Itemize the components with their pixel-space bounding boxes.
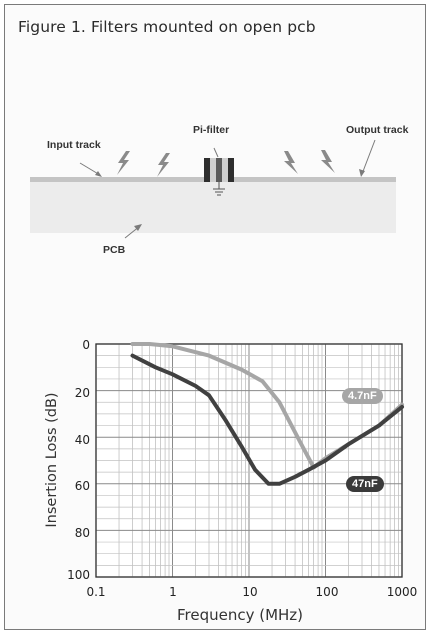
x-axis-title: Frequency (MHz) [176,606,304,624]
y-tick-label: 80 [74,526,90,540]
input-track-arrowhead [95,171,102,177]
input-track-label: Input track [47,139,101,151]
y-tick-label: 100 [67,568,90,582]
x-tick-label: 10 [242,585,258,599]
output-track-arrow [361,139,376,175]
pi-filter-label: Pi-filter [193,124,230,136]
zap-icon [284,151,298,174]
pcb-board [30,181,396,233]
y-axis-title: Insertion Loss (dB) [44,392,60,528]
y-tick-label: 60 [74,479,90,493]
pcb-label: PCB [103,244,126,256]
pcb-diagram [30,139,396,239]
x-tick-label: 1000 [386,585,418,599]
output-track-arrowhead [359,169,365,177]
legend-badge-47nf: 47nF [346,476,384,492]
y-tick-label: 40 [74,433,90,447]
y-tick-label: 20 [74,386,90,400]
zap-icon [321,150,335,173]
zap-icon [117,151,130,175]
y-tick-label: 0 [82,338,90,352]
pi-filter-component [204,158,234,196]
series-line-47nf [130,353,404,486]
figure-title: Figure 1. Filters mounted on open pcb [18,18,316,36]
legend-badge-4-7nf: 4.7nF [342,388,383,404]
plot-border [95,343,403,578]
x-tick-label: 0.1 [86,585,106,599]
pi-filter-arrow [213,147,219,158]
zap-icon [157,153,170,177]
x-tick-label: 1 [169,585,177,599]
output-track-label: Output track [346,124,409,136]
x-tick-label: 100 [315,585,339,599]
pcb-arrowhead [134,224,142,231]
